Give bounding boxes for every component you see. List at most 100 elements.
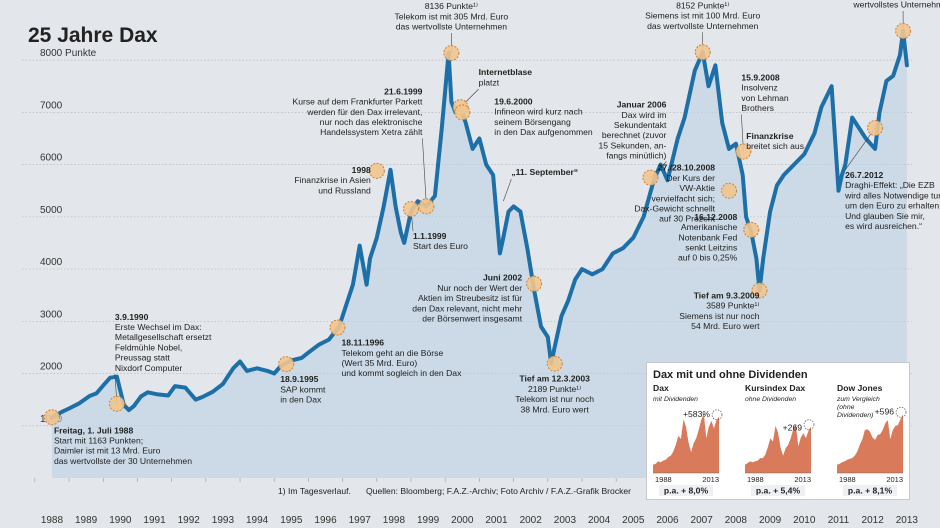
annotation-line: Telekom geht an die Börse xyxy=(341,348,443,358)
x-tick-label: 2012 xyxy=(862,515,885,526)
annotation-line: Januar 2006 xyxy=(617,100,667,110)
event-annotation: 19.6.2000 Infineon wird kurz nach seinem B… xyxy=(494,96,593,137)
annotation-line: Dax-Gewicht schnellt xyxy=(634,204,715,214)
event-marker xyxy=(368,162,385,179)
event-marker xyxy=(418,198,435,215)
annotation-line: Telekom ist mit 305 Mrd. Euro xyxy=(395,11,509,21)
x-tick-label: 1988 xyxy=(41,515,64,526)
leader-line xyxy=(422,138,427,207)
annotation-line: 2189 Punkte¹⁾ xyxy=(528,384,581,394)
panel-start-year: 1988 xyxy=(655,475,672,484)
y-tick-label: 2000 xyxy=(40,362,63,373)
annotation-line: das wertvollste Unternehmen xyxy=(396,22,508,32)
annotation-line: 15 Sekunden, an- xyxy=(599,140,667,150)
event-annotation: Juni 2002 Nur noch der Wert der Aktien im … xyxy=(412,273,522,324)
event-annotation: 16.12.2008 Amerikanische Notenbank Fed senk… xyxy=(678,212,738,263)
annotation-line: wird alles Notwendige tun, xyxy=(844,190,940,200)
annotation-line: 18.9.1995 xyxy=(280,374,318,384)
panel-change: +596 xyxy=(875,406,895,416)
event-annotation: 26.7.2012 Draghi-Effekt: „Die EZB wird all… xyxy=(844,170,940,231)
x-tick-label: 2009 xyxy=(759,515,782,526)
annotation-line: werden für den Dax irrelevant, xyxy=(306,107,422,117)
panel-subtitle: mit Dividenden xyxy=(653,396,698,403)
annotation-line: Aktien im Streubesitz ist für xyxy=(418,293,522,303)
annotation-line: Daimler ist mit 13 Mrd. Euro xyxy=(54,446,161,456)
event-annotation: Hoch am 13.7.20078152 Punkte¹⁾Siemens is… xyxy=(645,0,760,31)
event-marker xyxy=(735,143,752,160)
x-tick-label: 2005 xyxy=(622,515,645,526)
x-tick-label: 2013 xyxy=(896,515,919,526)
event-annotation: „11. September“ xyxy=(511,167,578,177)
x-tick-label: 2000 xyxy=(451,515,474,526)
x-tick-label: 2010 xyxy=(793,515,816,526)
annotation-line: 26.7.2012 xyxy=(845,170,883,180)
event-annotation: 18.11.1996 Telekom geht an die Börse (Wert… xyxy=(341,338,462,379)
annotation-line: 18.11.1996 xyxy=(341,338,384,348)
annotation-line: in den Dax xyxy=(280,395,322,405)
annotation-line: 21.6.1999 xyxy=(384,86,422,96)
annotation-line: Brothers xyxy=(741,103,773,113)
annotation-line: „11. September“ xyxy=(511,167,578,177)
sources: Quellen: Bloomberg; F.A.Z.-Archiv; Foto … xyxy=(366,486,631,496)
annotation-line: Feldmühle Nobel, xyxy=(115,342,182,352)
annotation-line: wertvollstes Unternehmen xyxy=(852,0,940,10)
annotation-line: seinem Börsengang xyxy=(494,117,571,127)
annotation-line: den Dax relevant, nicht mehr xyxy=(412,303,522,313)
event-annotation: Hoch am 7.3.20008136 Punkte¹⁾Telekom ist… xyxy=(395,0,509,32)
x-axis-labels: 1988 1989 1990 1991 1992 1993 1994 1995 1996 1997… xyxy=(34,478,919,526)
leader-line xyxy=(844,127,876,171)
annotation-line: Kurse auf dem Frankfurter Parkett xyxy=(292,97,423,107)
y-tick-label: 7000 xyxy=(40,100,63,111)
annotation-line: auf 30 Prozent xyxy=(659,214,716,224)
annotation-line: und kommt sogleich in den Dax xyxy=(341,368,462,378)
event-annotation: 3.9.1990 Erste Wechsel im Dax: Metallgesel… xyxy=(115,312,212,373)
annotation-line: Internetblase xyxy=(479,67,533,77)
panel-pa: p.a. + 8,1% xyxy=(848,486,893,496)
y-tick-label: 4000 xyxy=(40,257,63,268)
event-marker xyxy=(329,319,346,336)
inset-charts: Dax mit Dividenden +583% 1988 2013 p.a. + 8,0… xyxy=(653,383,907,496)
chart-title: 25 Jahre Dax xyxy=(28,24,158,47)
panel-end-year: 2013 xyxy=(702,475,719,484)
panel-start-year: 1988 xyxy=(747,475,764,484)
annotation-line: Juni 2002 xyxy=(483,273,522,283)
event-annotation: 1.1.1999 Start des Euro xyxy=(413,231,468,251)
annotation-line: um den Euro zu erhalten. xyxy=(845,201,940,211)
annotation-line: platzt xyxy=(479,77,500,87)
x-tick-label: 2006 xyxy=(656,515,679,526)
panel-start-year: 1988 xyxy=(839,475,856,484)
event-marker xyxy=(526,275,543,292)
annotation-line: Insolvenz xyxy=(741,83,777,93)
panel-end-marker xyxy=(803,419,815,431)
panel-pa: p.a. + 5,4% xyxy=(756,486,801,496)
x-tick-label: 1995 xyxy=(280,515,303,526)
annotation-leaders xyxy=(114,10,904,404)
y-tick-label: 8000 Punkte xyxy=(40,48,97,59)
annotation-line: 15.9.2008 xyxy=(741,73,779,83)
event-annotation: 18.9.1995 SAP kommt in den Dax xyxy=(280,374,326,404)
annotation-line: 3589 Punkte¹⁾ xyxy=(706,301,759,311)
annotation-line: Draghi-Effekt: „Die EZB xyxy=(845,180,935,190)
annotation-line: Erste Wechsel im Dax: xyxy=(115,322,202,332)
annotation-line: Notenbank Fed xyxy=(679,232,738,242)
event-annotation: Finanzkrise breitet sich aus xyxy=(746,131,804,151)
x-tick-label: 1998 xyxy=(383,515,406,526)
event-annotation: Tief am 12.3.2003 2189 Punkte¹⁾ Telekom is… xyxy=(515,374,594,415)
x-tick-label: 1989 xyxy=(75,515,98,526)
event-marker xyxy=(642,169,659,186)
annotation-line: Finanzkrise xyxy=(746,131,794,141)
x-tick-label: 1996 xyxy=(314,515,337,526)
annotation-line: Handelssystem Xetra zählt xyxy=(320,127,423,137)
event-annotation: 1998 Finanzkrise in Asien und Russland xyxy=(294,165,371,195)
annotation-line: Start mit 1163 Punkten; xyxy=(54,435,143,445)
event-annotation: 21.6.1999 Kurse auf dem Frankfurter Parke… xyxy=(292,86,423,137)
x-tick-label: 1991 xyxy=(143,515,166,526)
panel-change: +583% xyxy=(683,409,710,419)
annotation-line: fangs minütlich) xyxy=(606,151,666,161)
event-markers xyxy=(43,22,912,426)
event-annotation: Januar 2006 Dax wird im Sekundentakt berech… xyxy=(599,100,667,161)
panel-subtitle: (ohne xyxy=(837,404,855,411)
panel-name: Kursindex Dax xyxy=(745,383,805,393)
annotation-line: Siemens ist nur noch xyxy=(679,311,759,321)
annotation-line: 1998 xyxy=(352,165,371,175)
